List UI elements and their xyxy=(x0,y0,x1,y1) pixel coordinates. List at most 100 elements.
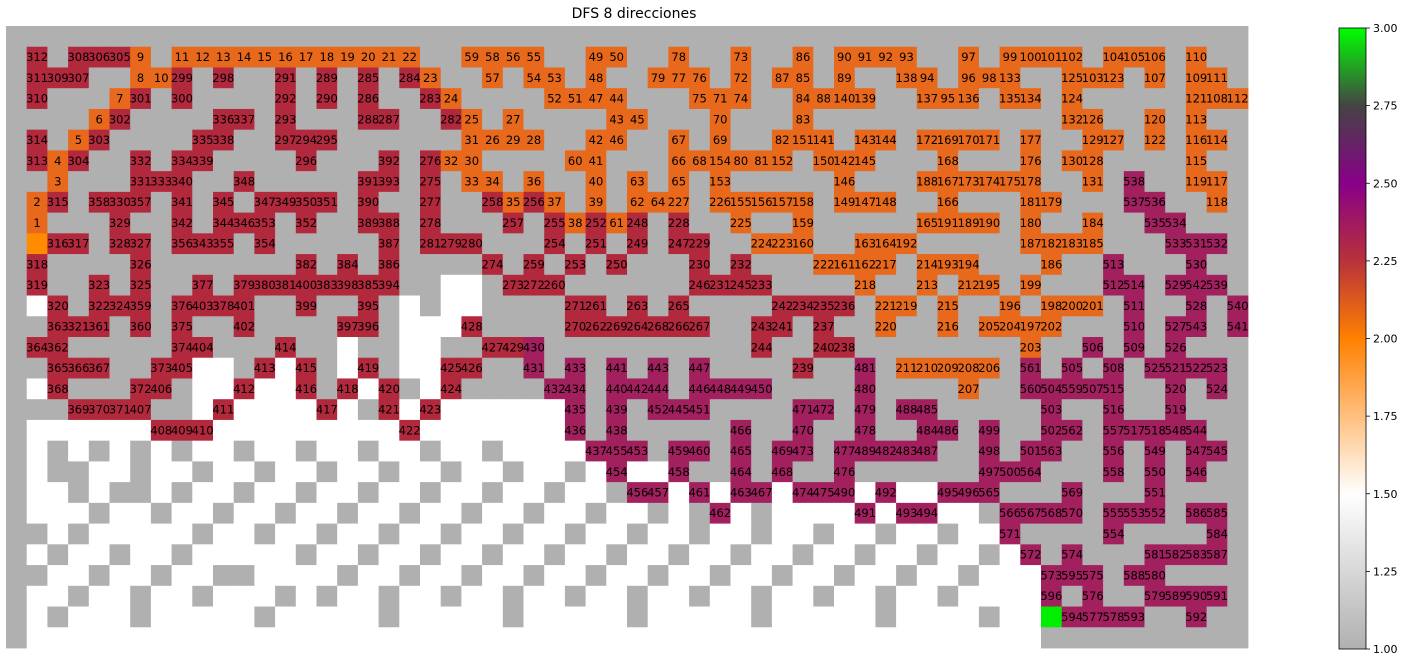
heatmap-cell xyxy=(47,213,68,234)
heatmap-cell xyxy=(379,441,400,462)
cell-label: 174 xyxy=(978,175,1000,189)
heatmap-cell xyxy=(834,233,855,254)
cell-label: 321 xyxy=(67,320,89,334)
heatmap-cell xyxy=(482,150,503,171)
heatmap-cell xyxy=(110,150,131,171)
heatmap-cell xyxy=(296,26,317,47)
cell-label: 150 xyxy=(813,154,835,168)
cell-label: 517 xyxy=(1123,423,1145,437)
heatmap-cell xyxy=(110,627,131,648)
heatmap-cell xyxy=(896,109,917,130)
heatmap-cell xyxy=(337,544,358,565)
cell-label: 533 xyxy=(1165,237,1187,251)
heatmap-cell xyxy=(731,627,752,648)
heatmap-cell xyxy=(213,524,234,545)
cell-label: 537 xyxy=(1123,195,1145,209)
heatmap-cell xyxy=(254,316,275,337)
cell-label: 456 xyxy=(626,486,648,500)
cell-label: 260 xyxy=(544,278,566,292)
heatmap-cell xyxy=(420,47,441,68)
cell-label: 208 xyxy=(958,361,980,375)
heatmap-cell xyxy=(6,192,27,213)
heatmap-cell xyxy=(1207,296,1228,317)
cell-label: 197 xyxy=(1020,320,1042,334)
heatmap-cell xyxy=(813,233,834,254)
cell-label: 40 xyxy=(589,175,604,189)
heatmap-cell xyxy=(1020,296,1041,317)
heatmap-cell xyxy=(875,607,896,628)
cell-label: 416 xyxy=(295,382,317,396)
heatmap-cell xyxy=(254,337,275,358)
cell-label: 172 xyxy=(916,133,938,147)
heatmap-cell xyxy=(151,213,172,234)
heatmap-cell xyxy=(524,420,545,441)
heatmap-cell xyxy=(855,461,876,482)
heatmap-cell xyxy=(1000,213,1021,234)
heatmap-cell xyxy=(89,233,110,254)
heatmap-cell xyxy=(524,233,545,254)
heatmap-cell xyxy=(399,192,420,213)
heatmap-cell xyxy=(420,482,441,503)
heatmap-cell xyxy=(524,461,545,482)
heatmap-cell xyxy=(275,150,296,171)
heatmap-cell xyxy=(420,503,441,524)
heatmap-cell xyxy=(689,213,710,234)
heatmap-cell xyxy=(565,586,586,607)
heatmap-cell xyxy=(441,503,462,524)
cell-label: 331 xyxy=(130,175,152,189)
cell-label: 131 xyxy=(1082,175,1104,189)
heatmap-cell xyxy=(192,109,213,130)
cell-label: 589 xyxy=(1165,589,1187,603)
heatmap-cell xyxy=(1020,420,1041,441)
heatmap-cell xyxy=(1041,524,1062,545)
cell-label: 580 xyxy=(1144,568,1166,582)
cell-label: 446 xyxy=(688,382,710,396)
cell-label: 326 xyxy=(130,257,152,271)
cell-label: 289 xyxy=(316,71,338,85)
heatmap-cell xyxy=(544,130,565,151)
cell-label: 518 xyxy=(1144,423,1166,437)
heatmap-cell xyxy=(875,213,896,234)
cell-label: 25 xyxy=(464,112,479,126)
cell-label: 36 xyxy=(527,175,542,189)
heatmap-cell xyxy=(317,441,338,462)
heatmap-cell xyxy=(110,130,131,151)
heatmap-cell xyxy=(731,586,752,607)
cell-label: 69 xyxy=(713,133,728,147)
heatmap-cell xyxy=(689,461,710,482)
heatmap-cell xyxy=(1124,233,1145,254)
heatmap-cell xyxy=(110,482,131,503)
heatmap-cell xyxy=(503,399,524,420)
heatmap-cell xyxy=(1227,171,1248,192)
cell-label: 203 xyxy=(1020,340,1042,354)
heatmap-cell xyxy=(813,171,834,192)
cell-label: 169 xyxy=(937,133,959,147)
heatmap-cell xyxy=(317,296,338,317)
cell-label: 575 xyxy=(1082,568,1104,582)
heatmap-cell xyxy=(751,109,772,130)
cell-label: 564 xyxy=(1020,465,1042,479)
heatmap-cell xyxy=(461,399,482,420)
cell-label: 439 xyxy=(606,403,628,417)
cell-label: 382 xyxy=(295,257,317,271)
cell-label: 191 xyxy=(937,216,959,230)
heatmap-cell xyxy=(648,420,669,441)
cell-label: 253 xyxy=(564,257,586,271)
heatmap-cell xyxy=(358,524,379,545)
heatmap-cell xyxy=(793,26,814,47)
heatmap-cell xyxy=(337,213,358,234)
heatmap-cell xyxy=(151,88,172,109)
heatmap-cell xyxy=(6,88,27,109)
cell-label: 451 xyxy=(688,403,710,417)
heatmap-cell xyxy=(710,399,731,420)
cell-label: 445 xyxy=(668,403,690,417)
cell-label: 477 xyxy=(833,444,855,458)
heatmap-cell xyxy=(399,88,420,109)
heatmap-cell xyxy=(110,544,131,565)
heatmap-cell xyxy=(420,461,441,482)
heatmap-cell xyxy=(1103,26,1124,47)
heatmap-cell xyxy=(1062,627,1083,648)
cell-label: 570 xyxy=(1061,506,1083,520)
cell-label: 214 xyxy=(916,257,938,271)
cell-label: 318 xyxy=(26,257,48,271)
